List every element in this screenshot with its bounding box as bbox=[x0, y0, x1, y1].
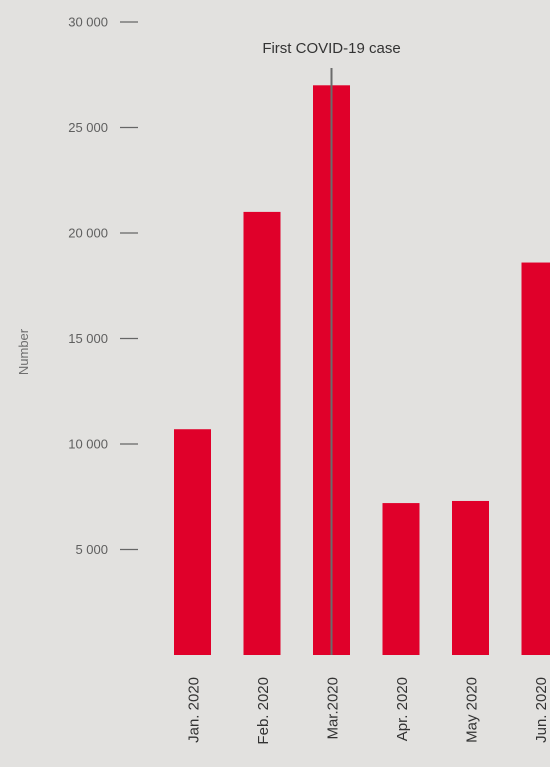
bar bbox=[521, 262, 550, 655]
y-axis-title: Number bbox=[16, 328, 31, 375]
x-tick-label: Mar.2020 bbox=[325, 677, 342, 740]
y-tick-label: 10 000 bbox=[68, 437, 108, 452]
annotation-group: First COVID-19 case bbox=[262, 40, 401, 655]
y-tick-label: 30 000 bbox=[68, 15, 108, 30]
x-tick-label: May 2020 bbox=[464, 677, 481, 743]
bar bbox=[243, 211, 281, 655]
x-tick-label: Feb. 2020 bbox=[255, 677, 272, 745]
bar bbox=[174, 429, 211, 655]
y-tick-label: 25 000 bbox=[68, 120, 108, 135]
x-tick-label: Jun. 2020 bbox=[533, 677, 550, 743]
x-tick-label: Apr. 2020 bbox=[394, 677, 411, 741]
bars-group bbox=[174, 85, 550, 656]
x-tick-label: Jan. 2020 bbox=[186, 677, 203, 743]
bar bbox=[452, 500, 489, 655]
y-tick-label: 15 000 bbox=[68, 331, 108, 346]
bar bbox=[382, 503, 420, 655]
y-tick-label: 20 000 bbox=[68, 226, 108, 241]
y-tick-label: 5 000 bbox=[75, 542, 108, 557]
y-axis: 5 000 10 000 15 000 20 000 25 000 30 000 bbox=[68, 15, 138, 557]
x-axis-labels: Jan. 2020 Feb. 2020 Mar.2020 Apr. 2020 May 2… bbox=[186, 677, 550, 745]
annotation-label: First COVID-19 case bbox=[262, 40, 400, 57]
